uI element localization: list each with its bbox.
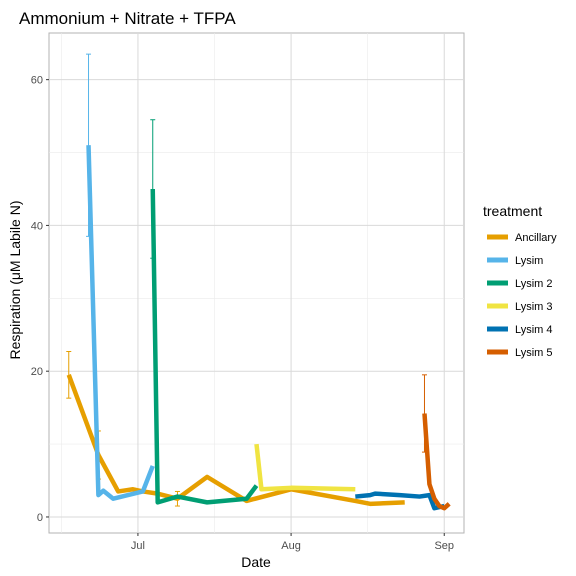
legend-label-lysim-4: Lysim 4 — [515, 324, 553, 336]
series-line-lysim — [86, 145, 155, 501]
x-axis-title: Date — [241, 554, 271, 570]
grid — [49, 33, 464, 533]
series-lysim-4 — [355, 491, 445, 511]
y-tick-label: 40 — [31, 220, 43, 232]
legend-label-lysim-2: Lysim 2 — [515, 278, 553, 290]
y-tick-label: 0 — [37, 512, 43, 524]
x-tick-label: Aug — [281, 540, 301, 552]
series-lysim-3 — [254, 443, 356, 492]
y-tick-label: 60 — [31, 75, 43, 87]
legend: Ancillary Lysim Lysim 2 Lysim 3 Lysim 4 Lysim… — [487, 232, 557, 359]
legend-item-lysim: Lysim — [487, 255, 543, 267]
legend-item-ancillary: Ancillary — [487, 232, 557, 244]
legend-item-lysim-4: Lysim 4 — [487, 324, 553, 336]
legend-item-lysim-2: Lysim 2 — [487, 278, 553, 290]
series-line-lysim-4 — [355, 491, 445, 511]
chart-title: Ammonium + Nitrate + TFPA — [19, 9, 236, 28]
ticks: 0 20 40 60 Jul Aug Sep — [31, 75, 454, 552]
legend-item-lysim-3: Lysim 3 — [487, 301, 553, 313]
legend-item-lysim-5: Lysim 5 — [487, 347, 553, 359]
y-tick-label: 20 — [31, 366, 43, 378]
legend-title: treatment — [483, 203, 542, 219]
series-line-lysim-2 — [150, 188, 259, 505]
series-lysim-2 — [150, 119, 259, 505]
legend-label-ancillary: Ancillary — [515, 232, 557, 244]
series-layer — [66, 53, 451, 511]
series-lysim — [86, 53, 155, 501]
x-tick-label: Jul — [131, 540, 145, 552]
y-axis-title: Respiration (μM Labile N) — [7, 200, 23, 359]
series-lysim-5 — [421, 374, 451, 511]
legend-label-lysim: Lysim — [515, 255, 543, 267]
series-line-lysim-3 — [254, 443, 356, 492]
series-line-lysim-5 — [422, 413, 451, 511]
legend-label-lysim-3: Lysim 3 — [515, 301, 553, 313]
legend-label-lysim-5: Lysim 5 — [515, 347, 553, 359]
x-tick-label: Sep — [434, 540, 454, 552]
